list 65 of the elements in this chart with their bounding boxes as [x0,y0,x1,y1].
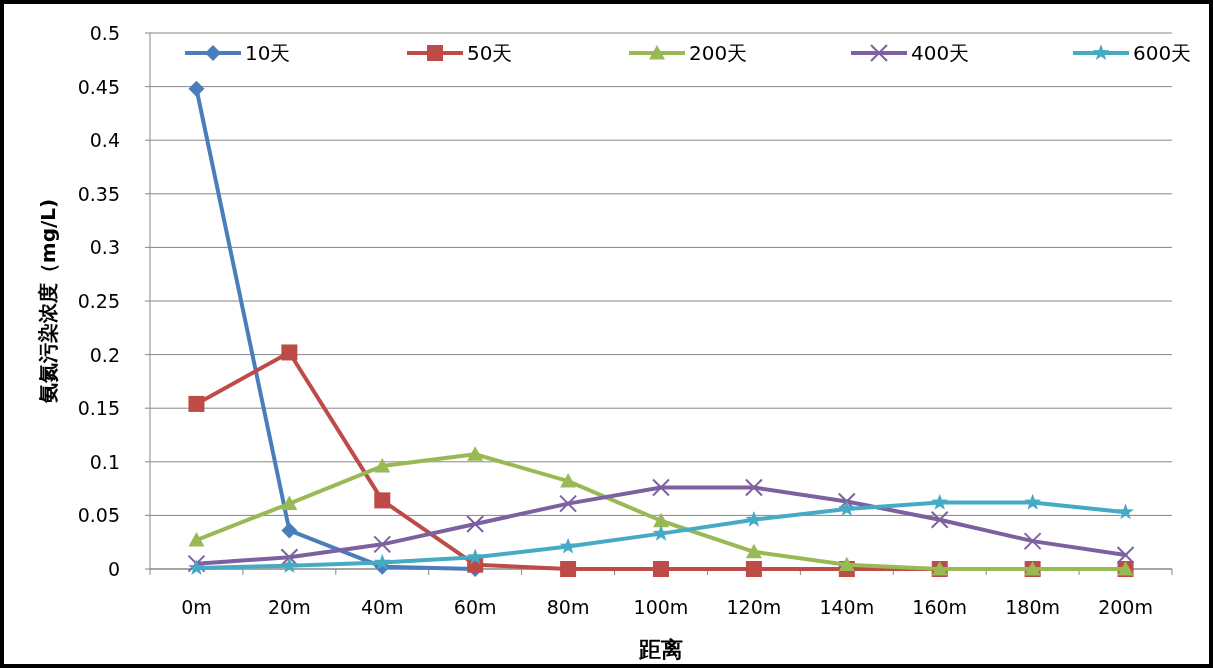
legend-label: 50天 [467,41,513,65]
y-axis-title: 氨氮污染浓度（mg/L) [36,198,60,405]
point [281,495,298,511]
legend-label: 200天 [689,41,748,65]
x-tick-label: 0m [181,596,212,618]
point [745,543,762,559]
point [1024,493,1042,510]
y-tick-label: 0.15 [77,397,120,420]
y-tick-label: 0.2 [89,343,120,366]
point [281,344,298,361]
point [1116,546,1135,565]
y-tick-label: 0.5 [89,22,120,44]
point [280,556,298,573]
point [188,559,205,576]
point [187,554,206,573]
point [930,510,949,529]
point [559,537,577,554]
point [466,548,484,565]
y-tick-label: 0 [107,558,120,580]
y-tick-label: 0.35 [77,182,120,205]
point [281,522,298,539]
x-tick-label: 200m [1098,596,1153,618]
y-tick-label: 0.45 [77,75,120,98]
point [373,553,391,570]
y-tick-label: 0.3 [89,236,120,259]
x-tick-label: 120m [726,596,782,618]
point [188,532,205,547]
y-tick-label: 0.4 [89,129,120,152]
point [744,478,763,497]
point [559,494,578,513]
x-tick-label: 100m [633,596,689,618]
y-tick-label: 0.1 [89,450,120,473]
point [1023,532,1042,551]
y-tick-label: 0.25 [77,290,120,312]
point [560,473,577,488]
legend-label: 600天 [1133,41,1192,65]
point [374,458,391,473]
point [653,561,669,577]
point [373,535,392,554]
point [188,395,205,412]
point [466,514,485,533]
x-tick-label: 60m [453,596,497,618]
y-tick-label: 0.05 [77,504,120,527]
point [653,512,669,528]
x-tick-label: 140m [819,596,875,618]
legend-label: 10天 [245,41,291,65]
x-tick-label: 180m [1005,596,1061,618]
point [374,492,391,509]
point [838,556,855,572]
point [838,500,856,517]
point [652,524,670,541]
point [931,493,949,510]
point [745,561,762,577]
x-tick-label: 20m [268,596,311,618]
point [745,510,763,527]
x-axis-title: 距离 [638,637,683,662]
legend-label: 400天 [911,41,970,65]
point [467,446,484,461]
point [652,478,670,497]
x-tick-label: 160m [912,596,968,618]
point [1117,503,1134,520]
x-tick-label: 40m [360,596,404,618]
point [560,561,577,577]
point [188,80,205,97]
x-tick-label: 80m [546,596,590,618]
